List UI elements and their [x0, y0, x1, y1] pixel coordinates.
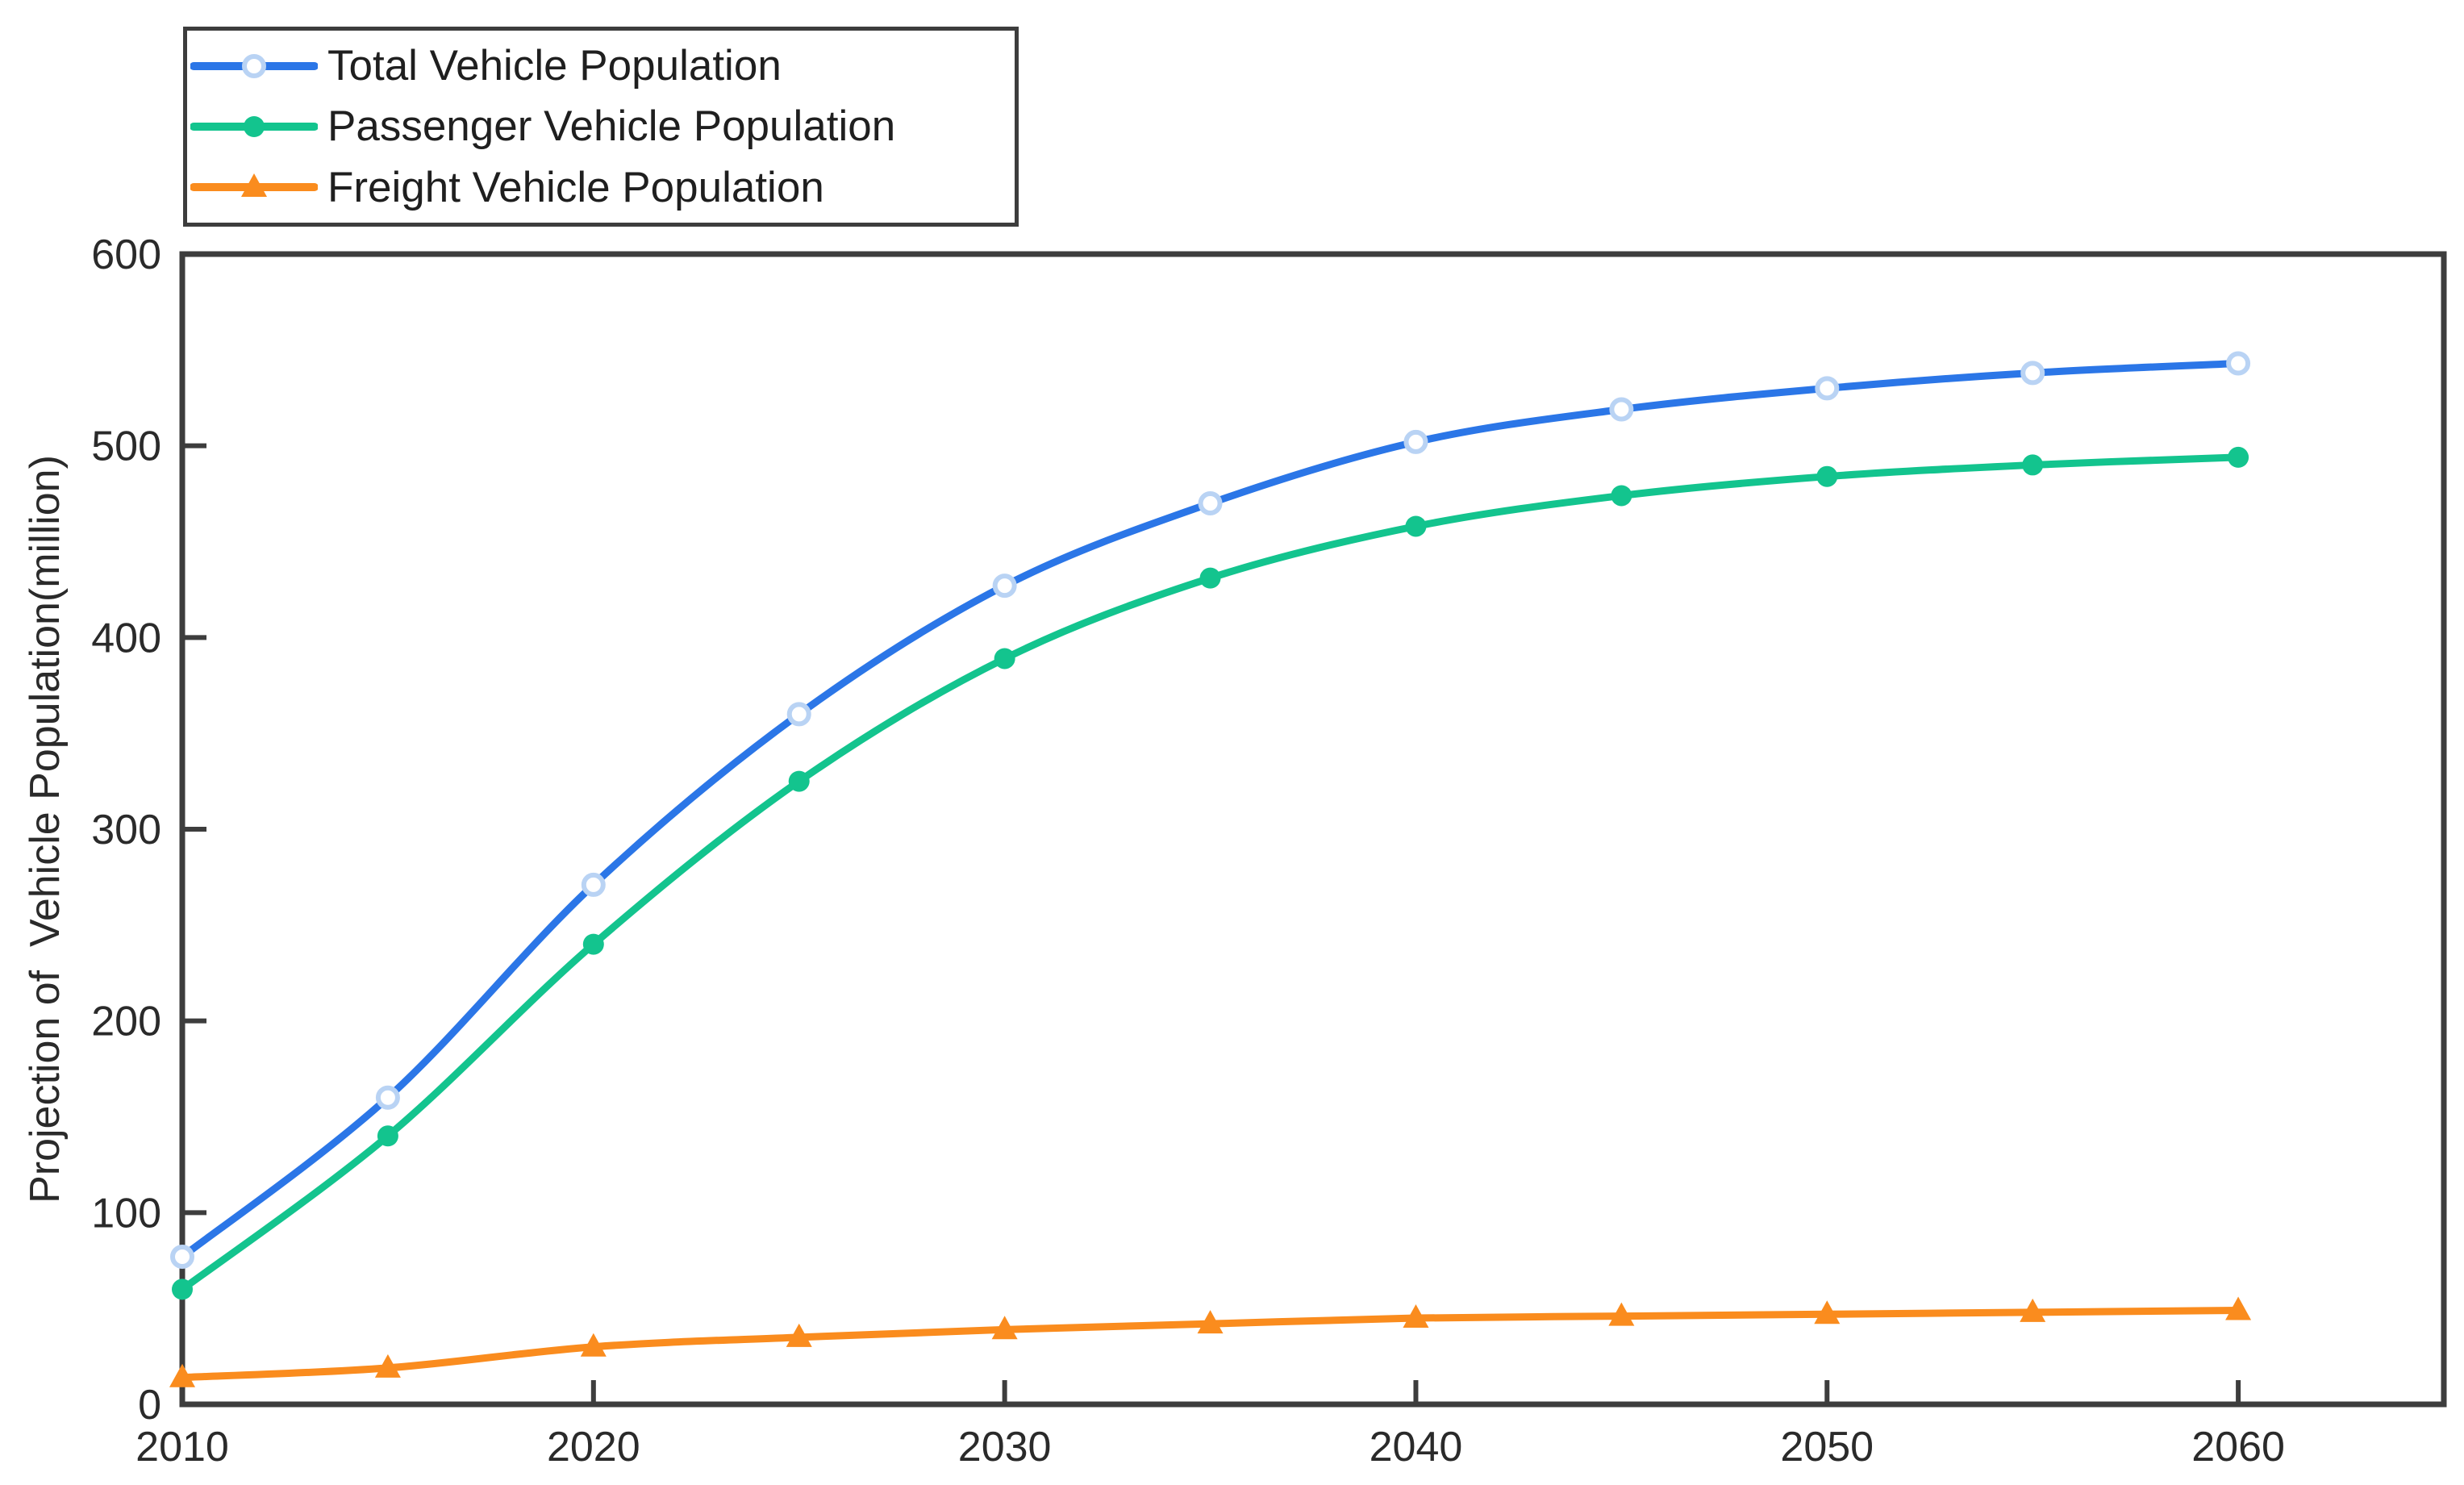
y-axis-tick-label: 300	[91, 807, 161, 853]
axes-border	[179, 251, 2447, 1408]
x-axis-tick-label: 2030	[958, 1424, 1052, 1470]
x-axis-tick-label: 2050	[1780, 1424, 1874, 1470]
legend-item-passenger-vehicle-population: Passenger Vehicle Population	[190, 96, 1015, 156]
series-marker-passenger-vehicle-population	[2022, 454, 2044, 476]
series-marker-freight-vehicle-population	[786, 1323, 812, 1347]
series-marker-total-vehicle-population	[786, 702, 811, 727]
legend-item-label: Total Vehicle Population	[327, 42, 782, 90]
series-marker-freight-vehicle-population	[1608, 1302, 1635, 1326]
series-marker-freight-vehicle-population	[580, 1333, 607, 1357]
series-marker-passenger-vehicle-population	[994, 648, 1015, 670]
series-marker-freight-vehicle-population	[1197, 1310, 1224, 1334]
legend-sample-freight-vehicle-population	[190, 173, 318, 198]
y-axis-tick-label: 400	[91, 615, 161, 661]
series-freight-vehicle-population	[169, 1296, 2252, 1387]
series-marker-total-vehicle-population	[1198, 490, 1223, 515]
legend-sample-marker-icon	[242, 53, 266, 78]
series-marker-passenger-vehicle-population	[172, 1279, 193, 1300]
legend-sample-marker-icon	[244, 115, 265, 137]
legend-item-label: Freight Vehicle Population	[327, 163, 824, 211]
series-marker-total-vehicle-population	[375, 1085, 400, 1110]
y-axis-tick-label: 100	[91, 1190, 161, 1237]
y-axis-tick-label: 200	[91, 999, 161, 1045]
series-line-passenger-vehicle-population	[178, 453, 2242, 1293]
y-axis-tick-label: 600	[91, 232, 161, 278]
series-marker-total-vehicle-population	[170, 1244, 194, 1269]
legend-sample-total-vehicle-population	[190, 53, 318, 78]
series-line-total-vehicle-population	[178, 359, 2242, 1261]
series-marker-passenger-vehicle-population	[2228, 446, 2249, 468]
x-axis-tick-label: 2060	[2191, 1424, 2285, 1470]
y-axis-tick-label: 500	[91, 423, 161, 470]
legend-item-label: Passenger Vehicle Population	[327, 102, 896, 151]
series-marker-freight-vehicle-population	[2225, 1296, 2252, 1320]
series-marker-passenger-vehicle-population	[582, 933, 604, 955]
x-axis-tick-label: 2040	[1370, 1424, 1463, 1470]
legend-box: Total Vehicle Population Passenger Vehicl…	[183, 27, 1019, 227]
series-marker-total-vehicle-population	[581, 872, 606, 897]
series-marker-total-vehicle-population	[2226, 351, 2251, 376]
series-marker-freight-vehicle-population	[374, 1354, 401, 1378]
series-marker-total-vehicle-population	[1609, 397, 1634, 422]
series-total-vehicle-population	[170, 351, 2251, 1269]
series-marker-total-vehicle-population	[1403, 429, 1428, 454]
series-marker-passenger-vehicle-population	[1199, 567, 1221, 589]
series-marker-passenger-vehicle-population	[377, 1125, 398, 1147]
series-marker-total-vehicle-population	[992, 574, 1017, 599]
legend-sample-passenger-vehicle-population	[190, 115, 318, 137]
y-axis-title: Projection of Vehicle Population(million…	[22, 455, 69, 1203]
series-marker-total-vehicle-population	[1815, 376, 1840, 401]
series-marker-passenger-vehicle-population	[788, 770, 810, 792]
legend-item-total-vehicle-population: Total Vehicle Population	[190, 35, 1015, 96]
legend-item-freight-vehicle-population: Freight Vehicle Population	[190, 157, 1015, 218]
legend-sample-marker-icon	[241, 173, 267, 198]
x-axis-tick-label: 2020	[547, 1424, 640, 1470]
y-axis-tick-label: 0	[138, 1382, 161, 1429]
series-marker-freight-vehicle-population	[1814, 1300, 1841, 1324]
x-axis-tick-label: 2010	[135, 1424, 229, 1470]
series-marker-total-vehicle-population	[2020, 361, 2045, 386]
series-marker-freight-vehicle-population	[1403, 1304, 1429, 1329]
series-marker-passenger-vehicle-population	[1611, 485, 1632, 507]
series-marker-passenger-vehicle-population	[1816, 465, 1838, 487]
series-marker-freight-vehicle-population	[169, 1363, 195, 1387]
series-marker-passenger-vehicle-population	[1405, 515, 1427, 537]
series-marker-freight-vehicle-population	[991, 1316, 1018, 1340]
series-passenger-vehicle-population	[172, 446, 2249, 1300]
series-marker-freight-vehicle-population	[2020, 1298, 2046, 1322]
